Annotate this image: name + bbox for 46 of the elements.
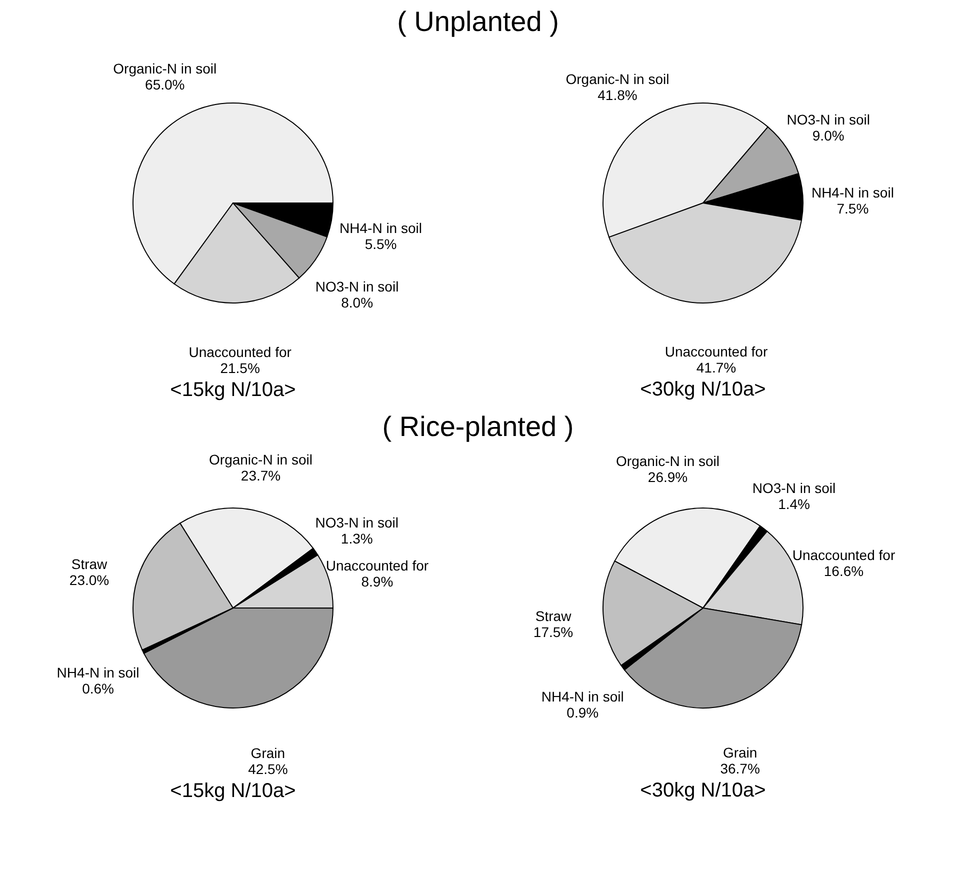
- data-label: 36.7%: [720, 760, 760, 776]
- slice-label: Grain: [250, 744, 286, 761]
- slice-label: Organic-N in soil: [209, 452, 312, 468]
- slice-label: Organic-N in soil: [113, 60, 217, 76]
- text: <30kg N/10a>: [640, 378, 766, 400]
- data-label: 8.9%: [361, 574, 394, 590]
- data-label: 21.5%: [220, 360, 260, 376]
- data-label: 17.5%: [533, 624, 574, 640]
- text: ( Unplanted ): [396, 6, 560, 38]
- text: <15kg N/10a>: [170, 378, 296, 401]
- text: <15kg N/10a>: [170, 780, 296, 802]
- data-label: 1.4%: [778, 496, 810, 512]
- data-label: 41.8%: [598, 86, 638, 103]
- data-label: 41.7%: [696, 359, 736, 376]
- chart-title: ( Rice-planted ): [381, 411, 575, 443]
- slice-label: Straw: [71, 556, 108, 572]
- data-label: 9.0%: [812, 128, 844, 144]
- text: <30kg N/10a>: [640, 779, 766, 802]
- data-label: 0.6%: [82, 680, 114, 696]
- data-label: 1.3%: [340, 530, 373, 546]
- slice-label: NH4-N in soil: [541, 688, 624, 704]
- data-label: 7.5%: [836, 200, 869, 217]
- data-label: 5.5%: [364, 236, 397, 252]
- data-label: 23.0%: [69, 572, 110, 588]
- data-label: 8.0%: [341, 294, 374, 310]
- slice-label: NH4-N in soil: [340, 220, 422, 236]
- slice-label: NO3-N in soil: [315, 278, 399, 294]
- data-label: 65.0%: [145, 76, 185, 92]
- slice-label: NO3-N in soil: [786, 112, 870, 128]
- slice-label: Organic-N in soil: [616, 453, 720, 470]
- slice-label: NH4-N in soil: [56, 664, 140, 680]
- data-label: 26.9%: [648, 469, 688, 486]
- data-label: 0.9%: [566, 704, 599, 720]
- slice-label: NO3-N in soil: [752, 480, 836, 496]
- slice-label: Unaccounted for: [792, 547, 896, 564]
- slice-label: Grain: [722, 744, 758, 760]
- slice-label: Organic-N in soil: [566, 70, 670, 87]
- slice-label: Unaccounted for: [188, 344, 292, 360]
- data-label: 16.6%: [824, 563, 864, 580]
- slice-label: Unaccounted for: [326, 558, 429, 574]
- data-label: 23.7%: [240, 468, 281, 484]
- slice-label: NO3-N in soil: [315, 514, 398, 530]
- slice-label: NH4-N in soil: [811, 184, 894, 201]
- data-label: 42.5%: [248, 760, 288, 777]
- slice-label: Unaccounted for: [664, 343, 768, 360]
- slice-label: Straw: [535, 608, 572, 624]
